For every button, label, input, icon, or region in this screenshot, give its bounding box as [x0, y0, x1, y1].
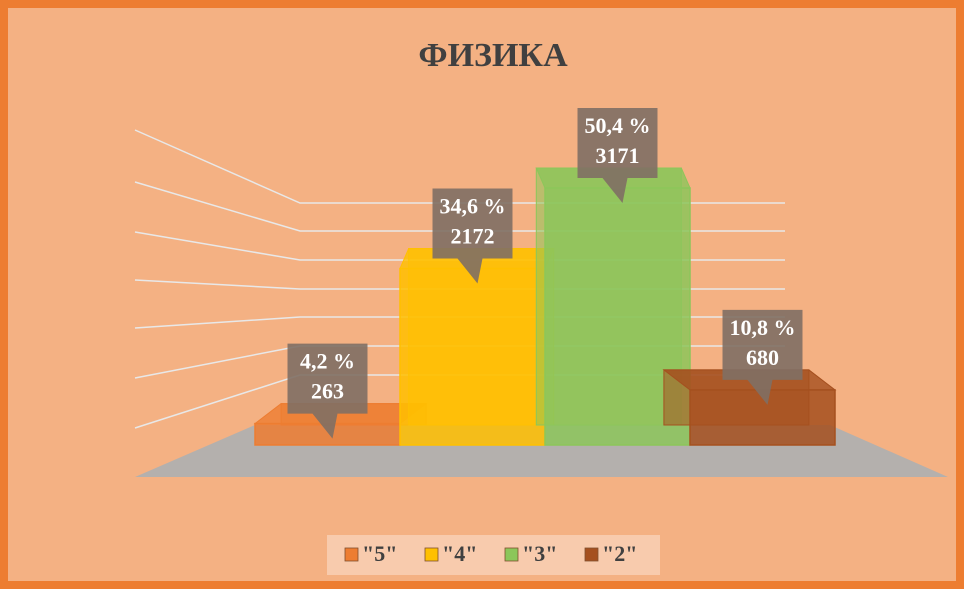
legend-swatch: [504, 547, 519, 562]
count-label: 3171: [596, 143, 640, 168]
value-label: 50,4 %: [585, 113, 651, 138]
label-box: [287, 343, 368, 439]
count-label: 680: [746, 345, 779, 370]
legend-label: "4": [442, 541, 477, 566]
bar-front: [399, 267, 546, 446]
bar: [662, 369, 837, 446]
bar: [399, 248, 555, 446]
label-box: [577, 107, 658, 203]
count-label: 2172: [451, 224, 495, 249]
label-box: [432, 188, 513, 284]
bar-front: [689, 389, 836, 446]
legend-swatch: [424, 547, 439, 562]
legend-swatch: [344, 547, 359, 562]
value-label: 10,8 %: [730, 315, 796, 340]
label-box: [722, 309, 803, 405]
value-label: 34,6 %: [440, 194, 506, 219]
chart-title: ФИЗИКА: [418, 37, 568, 74]
legend-label: "3": [522, 541, 557, 566]
value-label: 4,2 %: [300, 349, 355, 374]
legend-label: "5": [362, 541, 397, 566]
legend-swatch: [584, 547, 599, 562]
count-label: 263: [311, 379, 344, 404]
legend-label: "2": [602, 541, 637, 566]
legend: [327, 535, 660, 575]
